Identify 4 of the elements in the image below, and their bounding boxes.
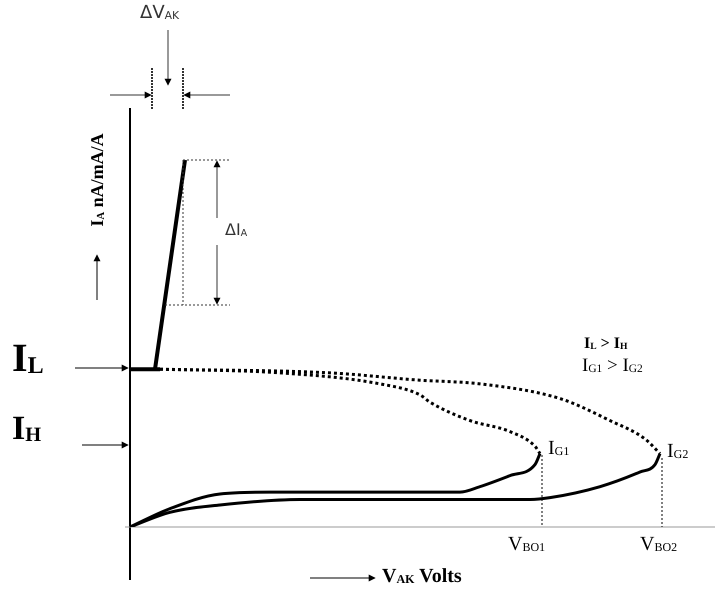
text: I$_{L}$ (12, 335, 44, 380)
annotation: I$_{L}$ > I$_{H}$ (584, 335, 628, 352)
text: I$_{H}$ (12, 410, 42, 447)
annotation: ΔI$_{A}$ (225, 220, 248, 239)
